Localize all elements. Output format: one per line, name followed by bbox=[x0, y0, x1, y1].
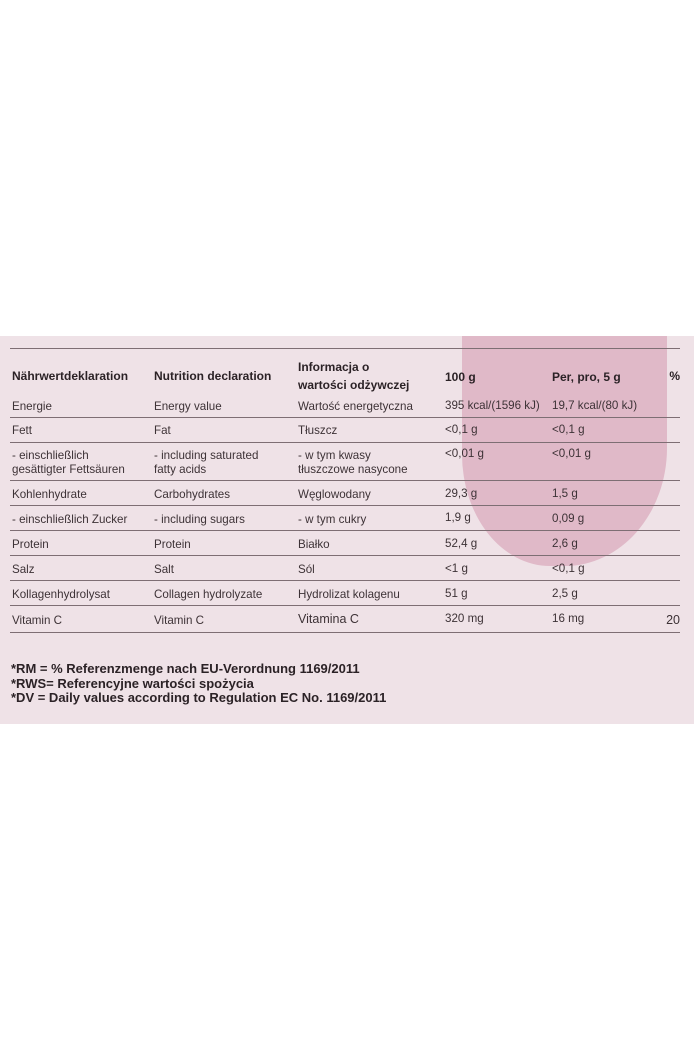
cell-100g: 395 kcal/(1596 kJ) bbox=[445, 399, 540, 412]
cell-de: - einschließlich bbox=[12, 449, 89, 462]
cell-de: Fett bbox=[12, 424, 32, 437]
cell-100g: <0,1 g bbox=[445, 423, 478, 436]
table-row: - einschließlich Zucker - including suga… bbox=[10, 505, 680, 531]
header-de: Nährwertdeklaration bbox=[12, 369, 129, 383]
cell-100g: <0,01 g bbox=[445, 447, 485, 460]
cell-100g: 51 g bbox=[445, 587, 468, 600]
table-row: Salz Salt Sól <1 g <0,1 g bbox=[10, 555, 680, 581]
cell-pl: Sól bbox=[298, 563, 315, 576]
header-100g: 100 g bbox=[445, 370, 476, 384]
table-row: Protein Protein Białko 52,4 g 2,6 g bbox=[10, 530, 680, 556]
table-row: Kollagenhydrolysat Collagen hydrolyzate … bbox=[10, 580, 680, 606]
cell-en-line2: fatty acids bbox=[154, 463, 207, 476]
table-row: Energie Energy value Wartość energetyczn… bbox=[10, 396, 680, 418]
cell-serving: 2,5 g bbox=[552, 587, 578, 600]
cell-serving: 2,6 g bbox=[552, 537, 578, 550]
table-header-row: Nährwertdeklaration Nutrition declaratio… bbox=[10, 348, 680, 397]
cell-pl: Węglowodany bbox=[298, 488, 371, 501]
cell-pl: - w tym kwasy bbox=[298, 449, 371, 462]
cell-serving: 0,09 g bbox=[552, 512, 585, 525]
cell-serving: <0,1 g bbox=[552, 423, 585, 436]
cell-en: Collagen hydrolyzate bbox=[154, 588, 263, 601]
footnote-rm: *RM = % Referenzmenge nach EU-Verordnung… bbox=[11, 661, 360, 676]
header-percent: % bbox=[669, 369, 680, 383]
cell-100g: 29,3 g bbox=[445, 487, 478, 500]
footnote-dv: *DV = Daily values according to Regulati… bbox=[11, 690, 387, 705]
cell-pl: Białko bbox=[298, 538, 330, 551]
cell-de: Salz bbox=[12, 563, 35, 576]
cell-en: Energy value bbox=[154, 400, 222, 413]
table-row: Fett Fat Tłuszcz <0,1 g <0,1 g bbox=[10, 417, 680, 443]
cell-en: Salt bbox=[154, 563, 174, 576]
cell-pl: Wartość energetyczna bbox=[298, 400, 413, 413]
cell-pl-line2: tłuszczowe nasycone bbox=[298, 463, 408, 476]
header-pl-line2: wartości odżywczej bbox=[298, 378, 410, 392]
cell-100g: <1 g bbox=[445, 562, 468, 575]
cell-de: Kohlenhydrate bbox=[12, 488, 87, 501]
cell-pl: Tłuszcz bbox=[298, 424, 338, 437]
cell-percent: 20 bbox=[666, 613, 680, 627]
cell-de: - einschließlich Zucker bbox=[12, 513, 128, 526]
header-pl-line1: Informacja o bbox=[298, 360, 370, 374]
cell-de: Kollagenhydrolysat bbox=[12, 588, 110, 601]
cell-en: Fat bbox=[154, 424, 171, 437]
cell-en: Protein bbox=[154, 538, 191, 551]
cell-de: Energie bbox=[12, 400, 52, 413]
cell-pl: Vitamina C bbox=[298, 612, 359, 626]
cell-serving: <0,1 g bbox=[552, 562, 585, 575]
footnote-rws: *RWS= Referencyjne wartości spożycia bbox=[11, 675, 254, 691]
cell-de: Vitamin C bbox=[12, 614, 63, 627]
cell-100g: 320 mg bbox=[445, 612, 484, 625]
cell-en: - including saturated bbox=[154, 449, 259, 462]
cell-100g: 52,4 g bbox=[445, 537, 478, 550]
cell-pl: - w tym cukry bbox=[298, 513, 367, 526]
cell-serving: 1,5 g bbox=[552, 487, 578, 500]
cell-pl: Hydrolizat kolagenu bbox=[298, 588, 400, 601]
header-en: Nutrition declaration bbox=[154, 369, 272, 383]
cell-de-line2: gesättigter Fettsäuren bbox=[12, 463, 125, 476]
header-per-serving: Per, pro, 5 g bbox=[552, 370, 621, 384]
cell-en: - including sugars bbox=[154, 513, 245, 526]
cell-en: Vitamin C bbox=[154, 614, 205, 627]
cell-serving: <0,01 g bbox=[552, 447, 592, 460]
table-row: Vitamin C Vitamin C Vitamina C 320 mg 16… bbox=[10, 605, 680, 633]
cell-serving: 16 mg bbox=[552, 612, 585, 625]
nutrition-panel: Nährwertdeklaration Nutrition declaratio… bbox=[0, 336, 694, 724]
cell-de: Protein bbox=[12, 538, 49, 551]
cell-100g: 1,9 g bbox=[445, 511, 471, 524]
table-row: - einschließlich gesättigter Fettsäuren … bbox=[10, 442, 680, 481]
footnotes: *RM = % Referenzmenge nach EU-Verordnung… bbox=[11, 661, 387, 706]
cell-en: Carbohydrates bbox=[154, 488, 231, 501]
decorative-blob bbox=[462, 336, 667, 566]
cell-serving: 19,7 kcal/(80 kJ) bbox=[552, 399, 638, 412]
table-row: Kohlenhydrate Carbohydrates Węglowodany … bbox=[10, 480, 680, 506]
